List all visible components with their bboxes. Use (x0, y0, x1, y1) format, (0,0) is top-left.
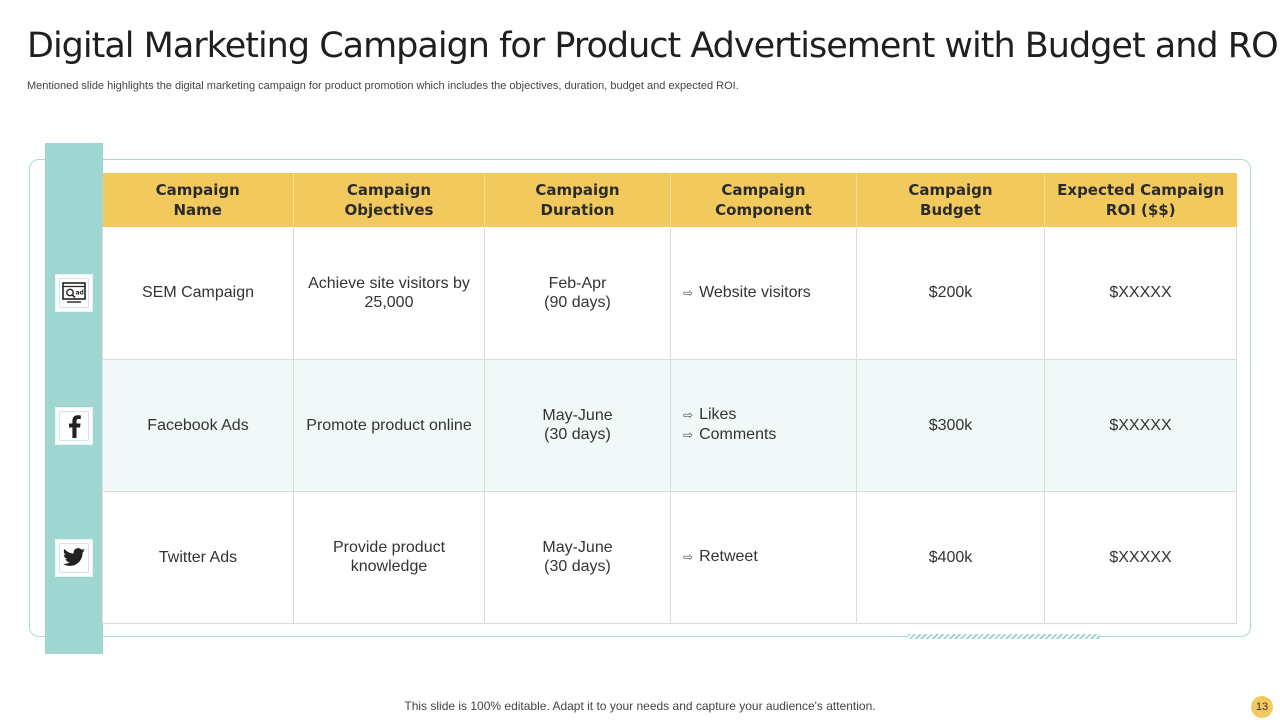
arrow-icon: ⇨ (683, 428, 694, 442)
cell-roi: $XXXXX (1044, 491, 1237, 624)
cell-component: ⇨ Website visitors (670, 227, 857, 360)
cell-campaign-name: SEM Campaign (102, 227, 294, 360)
facebook-icon (69, 415, 81, 438)
header-campaign-duration: Campaign Duration (484, 173, 671, 227)
arrow-icon: ⇨ (683, 550, 694, 564)
svg-text:ad: ad (76, 290, 84, 297)
ad-search-icon: ad (62, 282, 86, 303)
page-subtitle: Mentioned slide highlights the digital m… (27, 80, 739, 92)
teal-accent-band (45, 143, 103, 654)
footer-note: This slide is 100% editable. Adapt it to… (404, 699, 876, 713)
cell-objective: Provide product knowledge (293, 491, 485, 624)
facebook-icon-box (55, 407, 93, 445)
cell-duration: Feb-Apr (90 days) (484, 227, 671, 360)
table-header-row: Campaign Name Campaign Objectives Campaign… (102, 173, 1237, 227)
cell-campaign-name: Twitter Ads (102, 491, 294, 624)
cell-budget: $400k (856, 491, 1045, 624)
header-campaign-name: Campaign Name (102, 173, 294, 227)
campaign-table: Campaign Name Campaign Objectives Campaign… (102, 173, 1237, 624)
header-campaign-objectives: Campaign Objectives (293, 173, 485, 227)
cell-component: ⇨ Likes ⇨ Comments (670, 359, 857, 492)
header-expected-roi: Expected Campaign ROI ($$) (1044, 173, 1237, 227)
table-row: Twitter Ads Provide product knowledge May… (102, 491, 1237, 624)
header-campaign-budget: Campaign Budget (856, 173, 1045, 227)
twitter-icon (62, 548, 85, 566)
table-row: Facebook Ads Promote product online May-… (102, 359, 1237, 492)
table-frame (29, 159, 1251, 637)
cell-roi: $XXXXX (1044, 359, 1237, 492)
page-title: Digital Marketing Campaign for Product A… (27, 26, 1280, 66)
decorative-hatch (908, 634, 1100, 639)
arrow-icon: ⇨ (683, 408, 694, 422)
header-campaign-component: Campaign Component (670, 173, 857, 227)
cell-component: ⇨ Retweet (670, 491, 857, 624)
twitter-icon-box (55, 539, 93, 577)
table-row: SEM Campaign Achieve site visitors by 25,… (102, 227, 1237, 360)
sem-icon-box: ad (55, 274, 93, 312)
cell-duration: May-June (30 days) (484, 359, 671, 492)
cell-objective: Achieve site visitors by 25,000 (293, 227, 485, 360)
page-number: 13 (1251, 696, 1273, 718)
cell-objective: Promote product online (293, 359, 485, 492)
cell-campaign-name: Facebook Ads (102, 359, 294, 492)
arrow-icon: ⇨ (683, 285, 694, 300)
cell-duration: May-June (30 days) (484, 491, 671, 624)
cell-budget: $300k (856, 359, 1045, 492)
cell-budget: $200k (856, 227, 1045, 360)
cell-roi: $XXXXX (1044, 227, 1237, 360)
